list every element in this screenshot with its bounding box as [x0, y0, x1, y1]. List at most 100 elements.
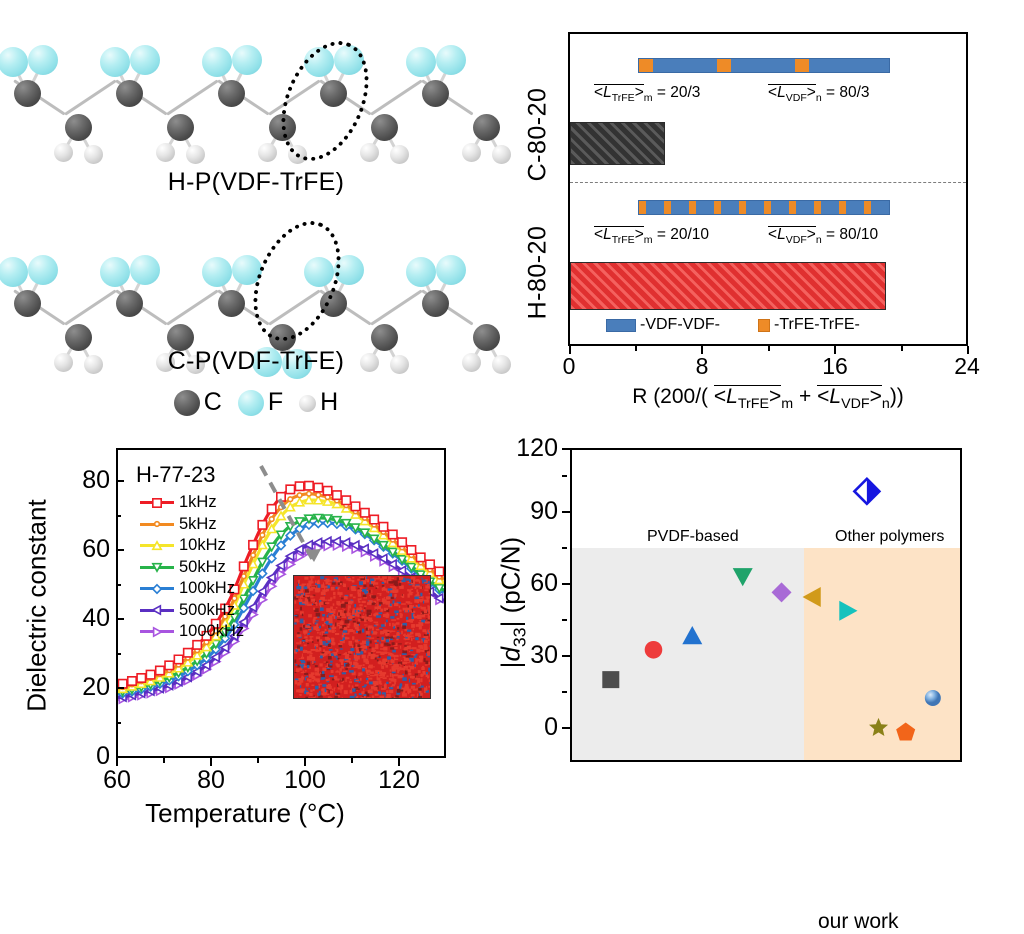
- carbon-atom: [371, 114, 398, 141]
- afm-speckle: [392, 685, 395, 686]
- afm-speckle: [313, 689, 315, 691]
- afm-speckle: [393, 666, 395, 667]
- afm-speckle: [398, 643, 402, 644]
- afm-speckle: [350, 690, 353, 693]
- afm-speckle: [296, 689, 301, 692]
- dielectric-ytick: [116, 687, 124, 689]
- afm-speckle: [384, 685, 387, 689]
- afm-speckle: [411, 694, 415, 696]
- afm-speckle: [341, 679, 342, 681]
- afm-speckle: [409, 579, 411, 582]
- trfe-block: [764, 201, 771, 214]
- afm-speckle: [406, 656, 410, 658]
- afm-speckle: [329, 649, 333, 651]
- afm-speckle: [304, 644, 307, 646]
- afm-speckle: [298, 683, 299, 684]
- afm-speckle: [354, 604, 356, 607]
- afm-speckle: [350, 601, 352, 605]
- afm-speckle: [334, 696, 338, 698]
- bar-ylabel-h8020: H-80-20: [524, 223, 553, 323]
- bar-xtick: [901, 346, 903, 351]
- afm-speckle: [303, 596, 305, 598]
- afm-speckle: [307, 678, 309, 681]
- afm-speckle: [374, 640, 377, 642]
- d33-marker-pentagon: [896, 722, 915, 740]
- afm-speckle: [376, 587, 378, 589]
- afm-speckle: [332, 629, 335, 633]
- afm-speckle: [337, 592, 339, 595]
- afm-speckle: [409, 643, 411, 645]
- afm-speckle: [390, 669, 391, 671]
- afm-speckle: [426, 596, 430, 597]
- dielectric-legend-item[interactable]: 1kHz: [140, 492, 244, 514]
- afm-speckle: [345, 668, 348, 670]
- dielectric-legend-item[interactable]: 10kHz: [140, 535, 244, 557]
- fluorine-atom: [436, 45, 466, 75]
- chain-h-pvdf-trfe: [0, 18, 512, 158]
- dielectric-xaxis-title: Temperature (°C): [10, 798, 480, 829]
- afm-speckle: [421, 607, 425, 610]
- afm-speckle: [359, 577, 364, 579]
- afm-speckle: [377, 637, 380, 638]
- afm-speckle: [379, 675, 382, 677]
- afm-speckle: [358, 593, 361, 597]
- afm-speckle: [379, 628, 382, 630]
- afm-speckle: [319, 656, 320, 657]
- afm-speckle: [332, 640, 333, 643]
- bar-xtick-label-16: 16: [822, 353, 848, 380]
- afm-speckle: [305, 670, 307, 671]
- afm-speckle: [368, 652, 371, 656]
- afm-speckle: [300, 641, 302, 644]
- afm-speckle: [390, 673, 391, 677]
- afm-speckle: [421, 613, 423, 614]
- caption-c-pvdf-trfe: C-P(VDF-TrFE): [0, 347, 512, 376]
- afm-speckle: [318, 693, 320, 696]
- afm-speckle: [402, 693, 407, 696]
- afm-speckle: [309, 674, 314, 678]
- dielectric-legend-item[interactable]: 500kHz: [140, 600, 244, 622]
- afm-speckle: [360, 607, 362, 609]
- afm-speckle: [372, 648, 375, 651]
- fluorine-atom: [436, 255, 466, 285]
- afm-speckle: [356, 629, 359, 631]
- dielectric-legend-item[interactable]: 50kHz: [140, 557, 244, 579]
- dielectric-legend-label: 5kHz: [179, 515, 217, 534]
- afm-speckle: [398, 670, 400, 671]
- afm-speckle: [305, 677, 306, 681]
- afm-speckle: [425, 621, 430, 623]
- trfe-block: [789, 201, 796, 214]
- afm-speckle: [361, 697, 364, 698]
- afm-speckle: [405, 643, 407, 645]
- afm-speckle: [316, 588, 320, 592]
- afm-speckle: [338, 654, 341, 655]
- afm-speckle: [335, 671, 339, 672]
- afm-speckle: [331, 653, 334, 656]
- afm-speckle: [390, 593, 393, 596]
- dielectric-legend-item[interactable]: 1000kHz: [140, 621, 244, 643]
- afm-speckle: [300, 620, 304, 623]
- bond: [166, 289, 219, 325]
- afm-speckle: [352, 611, 355, 615]
- bar-xaxis-title: R (200/( <LTrFE>m + <LVDF>n)): [512, 385, 1024, 412]
- afm-speckle: [316, 648, 317, 650]
- afm-speckle: [355, 684, 358, 686]
- hydrogen-atom: [360, 143, 379, 162]
- afm-speckle: [404, 665, 405, 666]
- afm-speckle: [405, 609, 409, 612]
- afm-speckle: [323, 646, 326, 647]
- afm-speckle: [403, 689, 405, 693]
- afm-speckle: [314, 644, 318, 647]
- afm-speckle: [416, 649, 420, 653]
- afm-speckle: [355, 680, 359, 682]
- afm-speckle: [317, 580, 320, 584]
- afm-speckle: [340, 688, 341, 690]
- afm-speckle: [319, 639, 322, 642]
- afm-speckle: [408, 665, 410, 667]
- afm-speckle: [387, 662, 389, 663]
- afm-speckle: [415, 664, 416, 667]
- dielectric-legend-item[interactable]: 5kHz: [140, 514, 244, 536]
- afm-speckle: [303, 642, 304, 643]
- dielectric-legend-item[interactable]: 100kHz: [140, 578, 244, 600]
- afm-speckle: [401, 580, 405, 582]
- afm-speckle: [299, 679, 303, 683]
